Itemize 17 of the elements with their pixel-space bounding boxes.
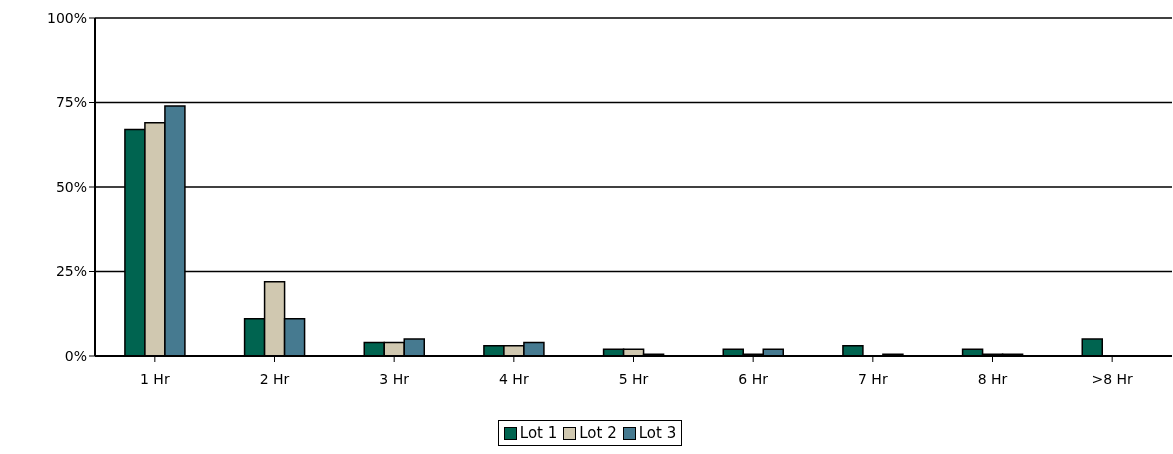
x-tick-label: 3 Hr [379,370,410,387]
y-tick-label: 75% [55,94,87,111]
legend-label: Lot 2 [578,424,617,442]
legend-label: Lot 1 [518,424,558,442]
x-tick-label: 4 Hr [499,370,529,387]
x-tick-label: 2 Hr [259,370,290,387]
x-tick-label: 8 Hr [977,370,1008,387]
x-tick-label: 1 Hr [140,370,170,387]
legend-label: Lot 3 [637,424,677,442]
y-tick-label: 100% [46,9,87,26]
x-tick-label: >8 Hr [1091,370,1134,387]
y-tick-label: 0% [64,347,87,364]
y-tick-label: 25% [55,263,87,280]
x-tick-label: 7 Hr [858,370,888,387]
x-tick-label: 6 Hr [738,370,769,387]
x-tick-label: 5 Hr [618,370,649,387]
y-tick-label: 50% [55,178,87,195]
